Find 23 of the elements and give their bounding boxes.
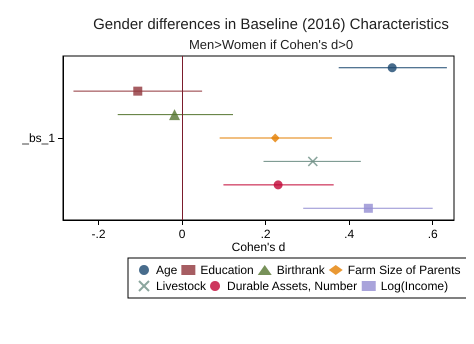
x-tick-label: .4 [344, 227, 354, 241]
legend-label: Durable Assets, Number [227, 279, 358, 293]
x-tick-label: 0 [178, 227, 186, 241]
point [270, 134, 280, 142]
point [133, 86, 142, 96]
point [274, 180, 283, 190]
legend-label: Birthrank [276, 263, 326, 277]
x-tick-label: .6 [428, 227, 438, 241]
point [308, 156, 318, 167]
legend-label: Farm Size of Parents [348, 263, 460, 277]
chart-subtitle: Men>Women if Cohen's d>0 [188, 37, 354, 52]
x-axis-title: Cohen's d [232, 240, 286, 254]
legend-label: Log(Income) [380, 279, 448, 293]
chart-title: Gender differences in Baseline (2016) Characteristics [93, 16, 449, 33]
legend-label: Livestock [156, 279, 208, 293]
legend-label: Age [156, 263, 178, 277]
x-tick-label: -.2 [92, 227, 106, 241]
x-tick-label: .2 [260, 227, 271, 241]
y-tick-label: _bs_1 [21, 131, 56, 145]
legend-label: Education [200, 263, 254, 277]
point [388, 63, 397, 72]
point [169, 109, 180, 120]
point [364, 204, 373, 213]
